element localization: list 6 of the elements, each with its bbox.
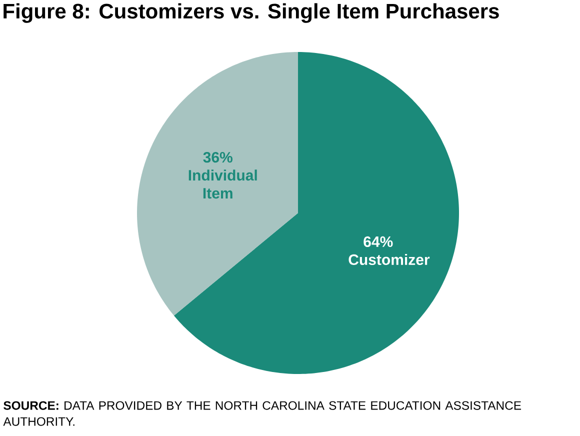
chart-title: Figure 8: Customizers vs. Single Item Purchasers xyxy=(4,3,499,23)
text: SOURCE: DATA PROVIDED BY THE NORTH CAROLINA STATE EDUCATION ASSISTANCE AUTHORITY. xyxy=(3,401,522,426)
data-label: 36% xyxy=(203,152,232,163)
data-label: 64% xyxy=(364,236,393,248)
slice-label: Individual Item xyxy=(188,170,257,199)
slice-label: Customizer xyxy=(348,254,430,266)
